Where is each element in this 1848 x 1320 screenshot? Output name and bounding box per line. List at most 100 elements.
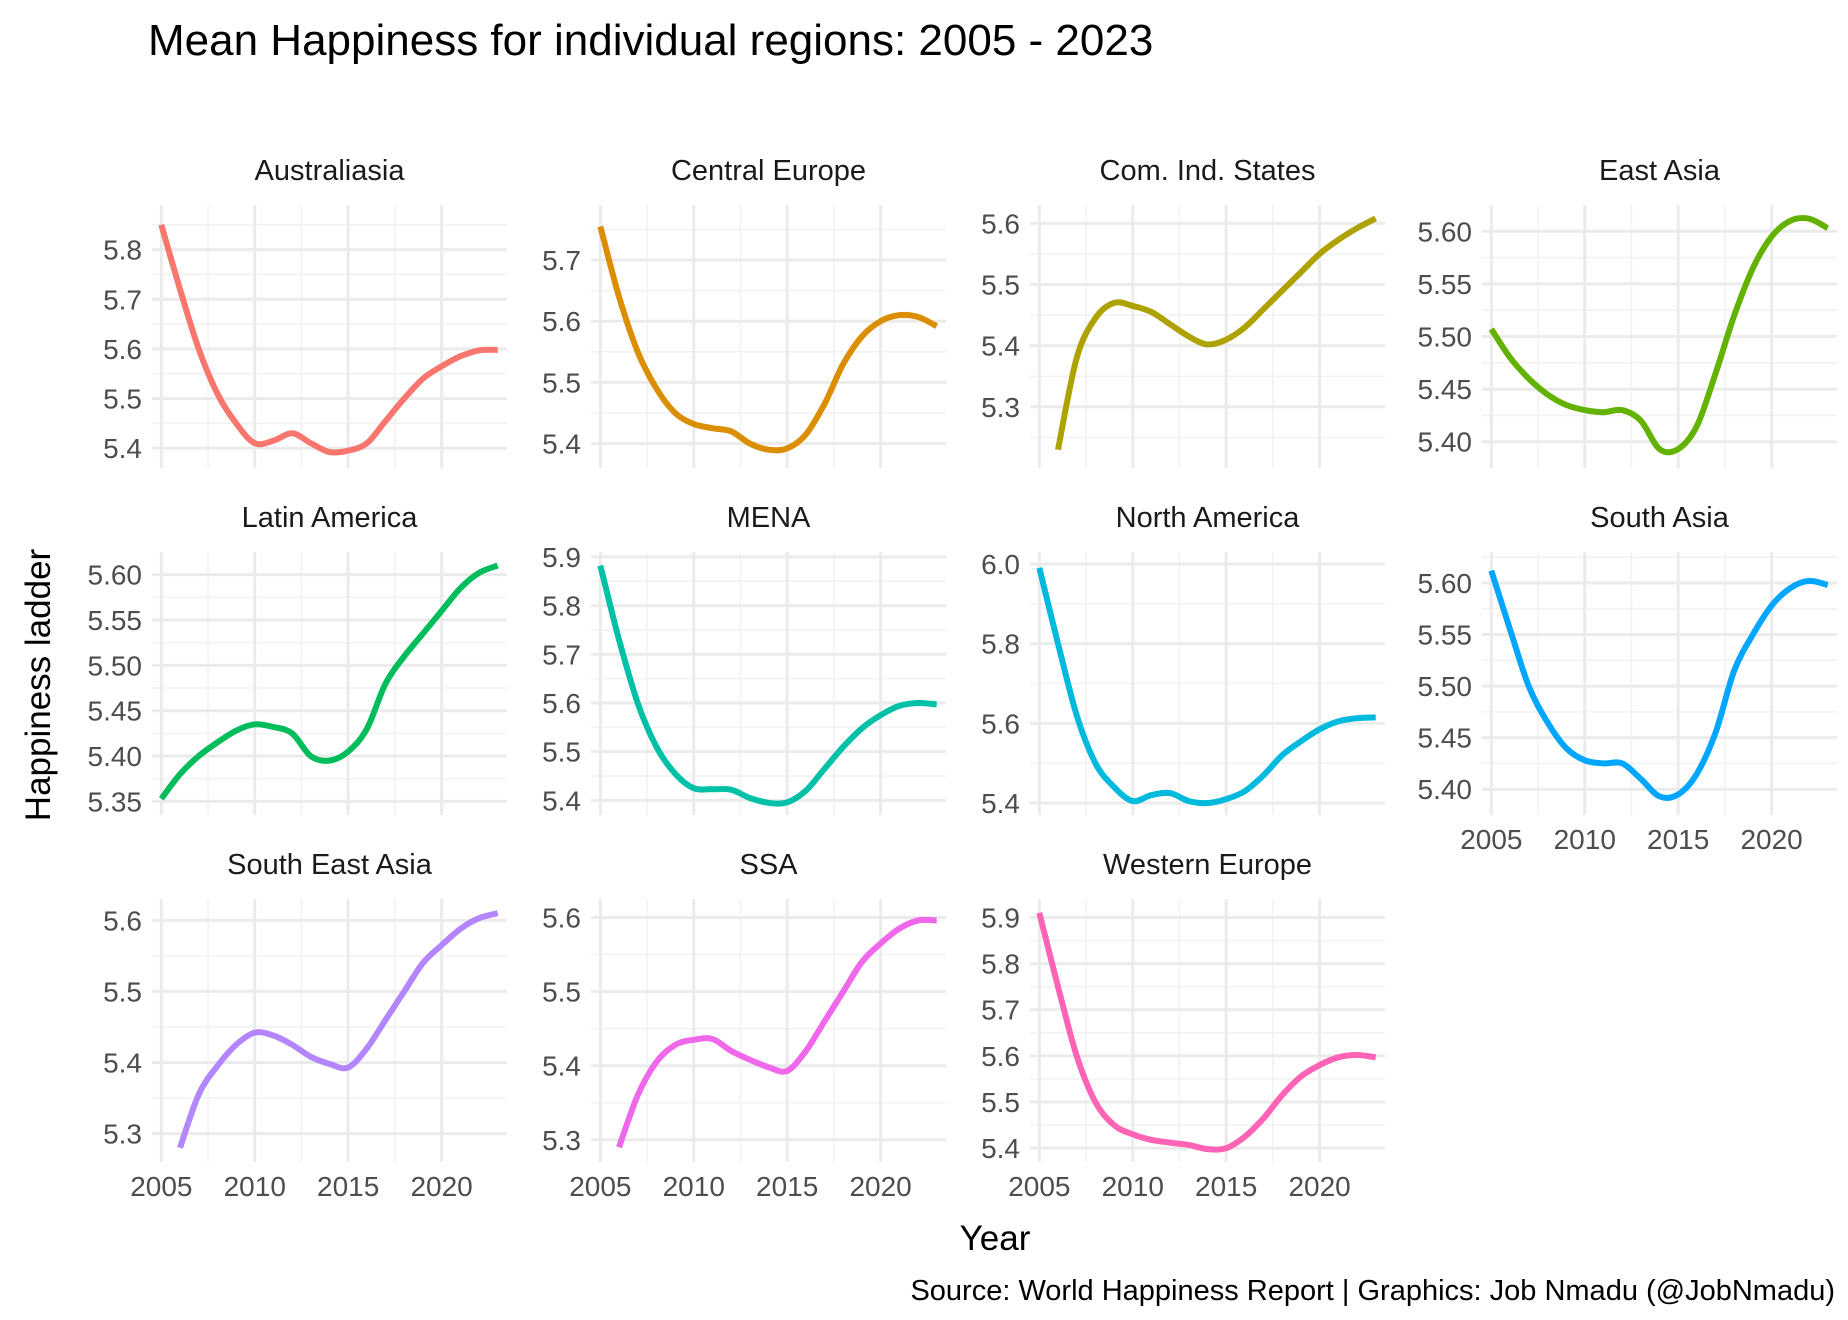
series-line-com-ind-states	[1055, 215, 1378, 451]
series-line-ssa	[616, 916, 937, 1149]
series-line-mena	[597, 564, 937, 807]
y-tick-label: 5.6	[103, 334, 142, 365]
y-tick-label: 5.6	[542, 688, 581, 719]
y-tick-label: 5.3	[103, 1119, 142, 1150]
x-tick-label: 2005	[1460, 824, 1522, 855]
y-tick-label: 5.35	[88, 786, 143, 817]
x-axis-title: Year	[960, 1219, 1031, 1258]
series-line-south-asia	[1488, 569, 1829, 801]
y-tick-label: 5.5	[542, 737, 581, 768]
y-tick-label: 5.55	[1418, 620, 1473, 651]
facet-title: South East Asia	[227, 849, 433, 881]
series-line-latin-america	[158, 562, 499, 801]
y-tick-label: 6.0	[981, 549, 1020, 580]
y-tick-label: 5.8	[542, 591, 581, 622]
y-tick-label: 5.40	[1418, 427, 1473, 458]
panel-com-ind-states: 5.3 5.4 5.5 5.6 Com. Ind. States	[981, 155, 1385, 468]
panel-south-east-asia: 5.3 5.4 5.5 5.6 South East Asia 2005 2010 2015 2…	[103, 849, 507, 1202]
y-tick-label: 5.60	[1418, 568, 1473, 599]
panel-south-asia: 5.40 5.45 5.50 5.55 5.60 South Asia 2005 2010 20…	[1418, 502, 1837, 855]
x-tick-label: 2015	[317, 1171, 379, 1202]
y-tick-label: 5.4	[103, 433, 142, 464]
facet-title: MENA	[727, 502, 811, 534]
facet-title: East Asia	[1599, 155, 1721, 187]
facet-title: Latin America	[242, 502, 419, 534]
series-line-western-europe	[1036, 912, 1377, 1153]
y-tick-label: 5.45	[1418, 723, 1473, 754]
y-tick-label: 5.6	[542, 306, 581, 337]
y-tick-label: 5.8	[981, 629, 1020, 660]
panel-australiasia: 5.4 5.5 5.6 5.7 5.8 Australiasia	[103, 155, 507, 468]
y-tick-label: 5.6	[981, 208, 1020, 239]
y-tick-label: 5.55	[1418, 269, 1473, 300]
series-line-central-europe	[597, 225, 939, 454]
y-tick-label: 5.40	[1418, 774, 1473, 805]
y-tick-label: 5.4	[981, 331, 1020, 362]
y-tick-label: 5.5	[542, 367, 581, 398]
x-tick-label: 2020	[849, 1171, 911, 1202]
x-tick-label: 2005	[569, 1171, 631, 1202]
panel-latin-america: 5.35 5.40 5.45 5.50 5.55 5.60 Latin America	[88, 502, 507, 817]
panel-central-europe: 5.4 5.5 5.6 5.7 Central Europe	[542, 155, 946, 468]
y-tick-label: 5.4	[103, 1047, 142, 1078]
y-tick-label: 5.5	[981, 1087, 1020, 1118]
y-tick-label: 5.8	[981, 949, 1020, 980]
facet-title: Australiasia	[255, 155, 406, 187]
facet-title: SSA	[739, 849, 798, 881]
y-tick-label: 5.7	[103, 284, 142, 315]
panel-ssa: 5.3 5.4 5.5 5.6 SSA 2005 2010 2015 2020	[542, 849, 946, 1202]
y-tick-label: 5.50	[88, 650, 143, 681]
x-tick-label: 2005	[130, 1171, 192, 1202]
y-tick-label: 5.3	[981, 392, 1020, 423]
caption: Source: World Happiness Report | Graphic…	[910, 1275, 1835, 1307]
x-tick-label: 2020	[1740, 824, 1802, 855]
y-tick-label: 5.60	[1418, 216, 1473, 247]
y-tick-label: 5.5	[103, 976, 142, 1007]
x-tick-label: 2020	[1288, 1171, 1350, 1202]
x-tick-label: 2010	[663, 1171, 725, 1202]
panel-north-america: 5.4 5.6 5.8 6.0 North America	[981, 502, 1385, 819]
series-line-south-east-asia	[177, 910, 499, 1149]
y-tick-label: 5.8	[103, 235, 142, 266]
y-tick-label: 5.50	[1418, 322, 1473, 353]
y-tick-label: 5.4	[542, 785, 581, 816]
y-tick-label: 5.5	[981, 270, 1020, 301]
panel-western-europe: 5.4 5.5 5.6 5.7 5.8 5.9 Western Europe 2005 2010…	[981, 849, 1385, 1202]
y-tick-label: 5.4	[981, 1133, 1020, 1164]
y-tick-label: 5.6	[103, 905, 142, 936]
x-tick-label: 2010	[1554, 824, 1616, 855]
facet-title: Central Europe	[671, 155, 866, 187]
y-tick-label: 5.7	[981, 995, 1020, 1026]
y-tick-label: 5.5	[103, 384, 142, 415]
y-tick-label: 5.9	[981, 902, 1020, 933]
y-tick-label: 5.50	[1418, 671, 1473, 702]
facet-title: Western Europe	[1103, 849, 1312, 881]
y-tick-label: 5.45	[1418, 374, 1473, 405]
x-tick-label: 2015	[756, 1171, 818, 1202]
x-tick-label: 2015	[1195, 1171, 1257, 1202]
y-tick-label: 5.60	[88, 560, 143, 591]
x-tick-label: 2005	[1008, 1171, 1070, 1202]
facet-title: North America	[1116, 502, 1301, 534]
y-tick-label: 5.3	[542, 1125, 581, 1156]
y-tick-label: 5.6	[542, 903, 581, 934]
y-tick-label: 5.9	[542, 542, 581, 573]
chart-title: Mean Happiness for individual regions: 2…	[148, 16, 1153, 65]
y-tick-label: 5.6	[981, 1041, 1020, 1072]
y-tick-label: 5.55	[88, 605, 143, 636]
x-tick-label: 2020	[410, 1171, 472, 1202]
series-line-east-asia	[1488, 215, 1830, 456]
y-tick-label: 5.4	[981, 788, 1020, 819]
facet-title: Com. Ind. States	[1100, 155, 1316, 187]
series-line-north-america	[1036, 567, 1376, 807]
y-tick-label: 5.5	[542, 977, 581, 1008]
facet-title: South Asia	[1590, 502, 1730, 534]
y-tick-label: 5.4	[542, 429, 581, 460]
y-tick-label: 5.7	[542, 639, 581, 670]
y-tick-label: 5.40	[88, 741, 143, 772]
series-line-australiasia	[158, 223, 498, 456]
x-tick-label: 2010	[224, 1171, 286, 1202]
panel-mena: 5.4 5.5 5.6 5.7 5.8 5.9 MENA	[542, 502, 946, 816]
x-tick-label: 2015	[1647, 824, 1709, 855]
y-tick-label: 5.7	[542, 245, 581, 276]
